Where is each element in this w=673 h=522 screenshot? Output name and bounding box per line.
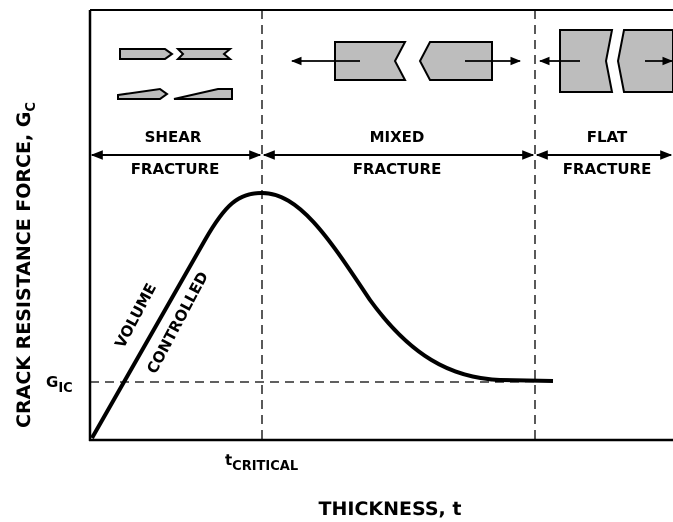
region-bottom: FRACTURE [131, 160, 220, 178]
y-marker-text: G [46, 373, 58, 391]
resistance-curve [92, 193, 553, 438]
annotation: VOLUME [111, 280, 160, 351]
specimens [118, 30, 673, 99]
diagram: SHEAR FRACTURE MIXED FRACTURE FLAT FRACT… [0, 0, 673, 522]
region-top: FLAT [587, 128, 628, 146]
x-marker-sub: CRITICAL [232, 459, 298, 474]
x-axis-label: THICKNESS, t [319, 498, 462, 520]
y-axis-label: CRACK RESISTANCE FORCE, GC [13, 102, 39, 428]
y-axis-label-sub: C [24, 102, 39, 112]
region-top: SHEAR [145, 128, 202, 146]
y-marker: GIC [46, 373, 73, 396]
y-axis-label-text: CRACK RESISTANCE FORCE, G [13, 112, 35, 428]
x-marker: tCRITICAL [225, 451, 298, 474]
region-top: MIXED [370, 128, 425, 146]
region-bottom: FRACTURE [563, 160, 652, 178]
x-marker-text: t [225, 451, 232, 469]
region-bottom: FRACTURE [353, 160, 442, 178]
y-marker-sub: IC [58, 381, 72, 396]
